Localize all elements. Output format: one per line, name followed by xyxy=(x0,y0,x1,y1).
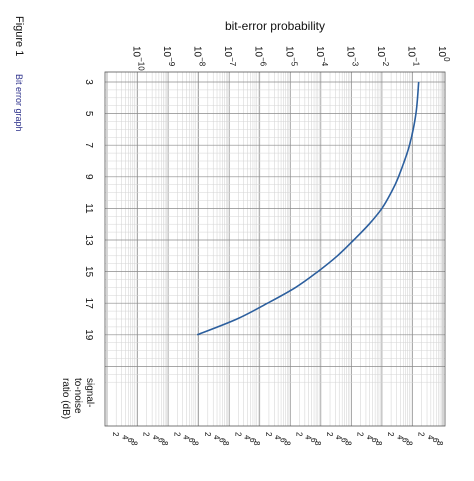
y-tick-label: 10−9 xyxy=(161,46,176,67)
minor-tick-label: 6 xyxy=(248,438,257,443)
y-tick-label: 10−8 xyxy=(192,46,207,67)
minor-tick-label: 2 xyxy=(172,432,181,437)
minor-tick-label: 6 xyxy=(126,438,135,443)
minor-tick-label: 8 xyxy=(404,441,413,446)
y-tick-label: 10−4 xyxy=(314,46,329,67)
x-tick-label: 17 xyxy=(83,298,94,310)
minor-tick-labels: 2468246824682468246824682468246824682468… xyxy=(111,432,444,446)
minor-tick-label: 8 xyxy=(374,441,383,446)
grid xyxy=(105,72,445,426)
x-tick-label: 5 xyxy=(83,111,94,117)
minor-tick-label: 4 xyxy=(151,435,160,440)
minor-tick-label: 2 xyxy=(203,432,212,437)
y-axis-title: bit-error probability xyxy=(225,19,325,33)
minor-tick-label: 2 xyxy=(142,432,151,437)
y-tick-label: 10−6 xyxy=(253,46,268,67)
minor-tick-label: 2 xyxy=(111,432,120,437)
minor-tick-label: 4 xyxy=(365,435,374,440)
x-tick-label: 13 xyxy=(83,234,94,246)
minor-tick-label: 8 xyxy=(435,441,444,446)
figure-label: Figure 1 xyxy=(13,16,25,56)
series-line xyxy=(196,81,420,336)
series-layer xyxy=(196,81,420,336)
minor-tick-label: 2 xyxy=(386,432,395,437)
minor-tick-label: 6 xyxy=(370,438,379,443)
minor-tick-label: 2 xyxy=(356,432,365,437)
x-axis-title-line: signal- xyxy=(84,378,95,407)
minor-tick-label: 4 xyxy=(304,435,313,440)
x-tick-label: 11 xyxy=(83,203,94,214)
figure-caption: Figure 1 Bit error graph xyxy=(13,16,25,132)
minor-tick-label: 4 xyxy=(426,435,435,440)
x-axis-title-line: to-noise xyxy=(72,378,83,414)
minor-tick-label: 6 xyxy=(401,438,410,443)
x-tick-label: 9 xyxy=(83,174,94,180)
minor-tick-label: 8 xyxy=(160,441,169,446)
minor-tick-label: 2 xyxy=(294,432,303,437)
y-tick-label: 10−2 xyxy=(375,46,390,67)
y-tick-label: 10−5 xyxy=(283,46,298,67)
figure-caption-text: Bit error graph xyxy=(14,74,24,132)
minor-tick-label: 6 xyxy=(340,438,349,443)
minor-tick-label: 6 xyxy=(217,438,226,443)
x-tick-label: 15 xyxy=(83,266,94,278)
minor-tick-label: 4 xyxy=(212,435,221,440)
minor-tick-label: 2 xyxy=(325,432,334,437)
plot-frame xyxy=(104,71,446,427)
minor-tick-label: 8 xyxy=(313,441,322,446)
minor-tick-label: 6 xyxy=(309,438,318,443)
minor-tick-label: 4 xyxy=(120,435,129,440)
minor-tick-label: 8 xyxy=(252,441,261,446)
minor-tick-label: 6 xyxy=(187,438,196,443)
minor-tick-label: 4 xyxy=(273,435,282,440)
minor-tick-label: 4 xyxy=(181,435,190,440)
minor-tick-label: 6 xyxy=(431,438,440,443)
minor-tick-label: 8 xyxy=(221,441,230,446)
x-axis-title-line: ratio (dB) xyxy=(60,378,71,419)
y-tick-label: 10−7 xyxy=(222,46,237,67)
minor-tick-label: 4 xyxy=(395,435,404,440)
x-tick-label: 7 xyxy=(83,142,94,148)
minor-tick-label: 8 xyxy=(130,441,139,446)
y-tick-label: 10−3 xyxy=(344,46,359,67)
x-tick-label: 19 xyxy=(83,329,94,341)
minor-tick-label: 8 xyxy=(343,441,352,446)
minor-tick-label: 2 xyxy=(233,432,242,437)
y-tick-label: 10−10 xyxy=(131,46,146,71)
y-tick-label: 10−1 xyxy=(405,46,420,67)
y-tick-label: 100 xyxy=(436,46,451,62)
minor-tick-label: 2 xyxy=(417,432,426,437)
x-tick-label: 3 xyxy=(83,79,94,85)
minor-tick-label: 8 xyxy=(191,441,200,446)
minor-tick-label: 4 xyxy=(334,435,343,440)
minor-tick-label: 6 xyxy=(278,438,287,443)
y-tick-labels: 10−10 10−9 10−8 10−7 10−6 10−5 10−4 10−3 10−2 10−… xyxy=(131,46,451,71)
minor-tick-label: 4 xyxy=(243,435,252,440)
x-tick-labels: 3 5 7 9 11 13 15 17 19 xyxy=(83,79,94,341)
minor-tick-label: 2 xyxy=(264,432,273,437)
minor-tick-label: 6 xyxy=(156,438,165,443)
minor-tick-label: 8 xyxy=(282,441,291,446)
